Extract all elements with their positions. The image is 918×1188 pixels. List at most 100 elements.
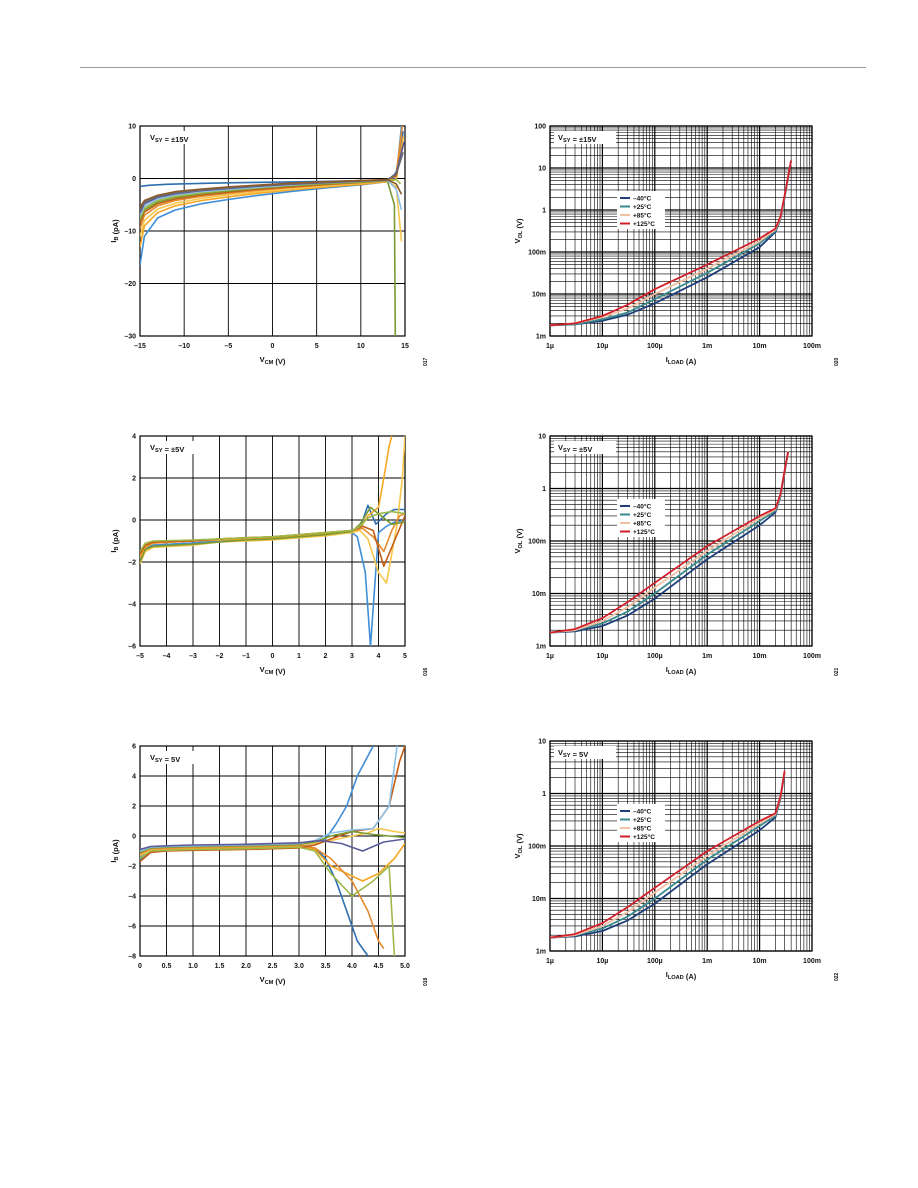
x-tick-label: 1m bbox=[702, 958, 712, 965]
x-tick-label: –5 bbox=[136, 653, 144, 660]
figure-code: 017 bbox=[423, 357, 429, 366]
series-line-+125°C bbox=[550, 451, 789, 634]
series-group bbox=[140, 126, 405, 336]
x-axis-label: ILOAD (A) bbox=[666, 665, 697, 676]
vsy-annotation: VSY = ±15V bbox=[558, 133, 597, 144]
y-tick-label: –10 bbox=[124, 229, 136, 236]
vsy-annotation: VSY = ±5V bbox=[558, 443, 592, 454]
y-tick-label: –30 bbox=[124, 334, 136, 341]
x-tick-label: 1.0 bbox=[188, 963, 198, 970]
y-tick-label: 6 bbox=[132, 744, 136, 751]
y-tick-label: –8 bbox=[128, 954, 136, 961]
x-axis-label: ILOAD (A) bbox=[666, 355, 697, 366]
vsy-annotation: VSY = ±5V bbox=[150, 443, 184, 454]
y-tick-label: 10 bbox=[538, 434, 546, 441]
y-axis-label: IB (pA) bbox=[109, 219, 120, 243]
y-tick-label: –4 bbox=[128, 602, 136, 609]
y-tick-label: 0 bbox=[132, 518, 136, 525]
y-tick-label: 1m bbox=[536, 644, 546, 651]
y-tick-label: 10 bbox=[538, 166, 546, 173]
x-tick-label: 5 bbox=[315, 343, 319, 350]
annotation-bg bbox=[554, 131, 616, 144]
series-line-7 bbox=[140, 179, 397, 336]
series-line-+85°C bbox=[550, 451, 789, 634]
series-line-+25°C bbox=[550, 451, 789, 634]
x-tick-label: 100m bbox=[803, 343, 821, 350]
annotation-bg bbox=[146, 441, 208, 454]
x-tick-label: 100m bbox=[803, 958, 821, 965]
x-tick-label: 10µ bbox=[596, 653, 608, 660]
vol-15v-chart: 1µ 10µ 100µ 1m 10m 100m 1m 10m 100m 1 10 100 ILOAD (… bbox=[513, 124, 840, 367]
x-tick-label: 1µ bbox=[546, 958, 554, 965]
annotation-bg bbox=[146, 131, 208, 144]
plot-frame bbox=[549, 740, 813, 952]
x-tick-label: 1 bbox=[297, 653, 301, 660]
x-tick-label: 10m bbox=[753, 653, 767, 660]
y-tick-label: 2 bbox=[132, 476, 136, 483]
legend-label: +25°C bbox=[633, 511, 652, 519]
vol-5v-single-panel: 1µ 10µ 100µ 1m 10m 100m 1m 10m 100m 1 10 ILOAD (A) V… bbox=[500, 725, 860, 995]
y-tick-label: –2 bbox=[128, 560, 136, 567]
series-line-8 bbox=[140, 846, 396, 956]
y-tick-label: 2 bbox=[132, 804, 136, 811]
x-tick-label: 1µ bbox=[546, 653, 554, 660]
x-tick-label: 1.5 bbox=[215, 963, 225, 970]
annotation-bg bbox=[554, 441, 616, 454]
x-tick-label: 100m bbox=[803, 653, 821, 660]
grid-lines bbox=[549, 435, 813, 647]
x-tick-label: 2.5 bbox=[268, 963, 278, 970]
x-tick-label: 100µ bbox=[647, 653, 663, 660]
header-rule bbox=[80, 67, 866, 68]
y-tick-label: 1m bbox=[536, 334, 546, 341]
plot-frame bbox=[139, 125, 406, 337]
x-tick-label: 1µ bbox=[546, 343, 554, 350]
ib-5v-single-chart: 0 0.5 1.0 1.5 2.0 2.5 3.0 3.5 4.0 4.5 5.0 –8 –6 –4 –2 0… bbox=[109, 744, 429, 987]
x-axis-label: VCM (V) bbox=[260, 665, 286, 676]
vsy-annotation: VSY = 5V bbox=[150, 753, 180, 764]
y-tick-label: 10 bbox=[538, 739, 546, 746]
y-tick-label: 1 bbox=[542, 208, 546, 215]
ib-5v-panel: –5 –4 –3 –2 –1 0 1 2 3 4 5 –6 –4 –2 0 2 4 VCM (V) IB (pA) V… bbox=[90, 420, 430, 690]
y-axis-label: VOL (V) bbox=[513, 528, 524, 553]
y-tick-label: 10 bbox=[128, 124, 136, 131]
y-axis-label: IB (pA) bbox=[109, 529, 120, 553]
x-tick-label: 2 bbox=[324, 653, 328, 660]
plot-frame bbox=[139, 435, 406, 647]
y-tick-label: 4 bbox=[132, 434, 136, 441]
vsy-annotation: VSY = ±15V bbox=[150, 133, 189, 144]
series-group bbox=[550, 770, 786, 939]
y-tick-label: 100m bbox=[528, 844, 546, 851]
y-tick-label: –20 bbox=[124, 281, 136, 288]
y-tick-label: –2 bbox=[128, 864, 136, 871]
figure-code: 018 bbox=[423, 977, 429, 986]
plot-frame bbox=[549, 435, 813, 647]
annotation-bg bbox=[554, 746, 616, 759]
y-tick-label: 1m bbox=[536, 949, 546, 956]
x-tick-label: 3.5 bbox=[321, 963, 331, 970]
x-tick-label: –1 bbox=[242, 653, 250, 660]
x-tick-label: 10µ bbox=[596, 343, 608, 350]
series-group bbox=[140, 436, 405, 646]
series-line-+125°C bbox=[550, 770, 786, 939]
x-tick-label: 10 bbox=[357, 343, 365, 350]
x-tick-label: –5 bbox=[224, 343, 232, 350]
series-line-–40°C bbox=[550, 772, 786, 939]
y-axis-label: IB (pA) bbox=[109, 839, 120, 863]
series-line-1 bbox=[140, 845, 369, 956]
ib-5v-chart: –5 –4 –3 –2 –1 0 1 2 3 4 5 –6 –4 –2 0 2 4 VCM (V) IB (pA) V… bbox=[109, 434, 429, 677]
x-tick-label: 3 bbox=[350, 653, 354, 660]
annotation-bg bbox=[146, 751, 208, 764]
ib-15v-chart: –15 –10 –5 0 5 10 15 –30 –20 –10 0 10 VCM (V) IB (pA)… bbox=[109, 124, 429, 367]
x-axis-label: VCM (V) bbox=[260, 355, 286, 366]
figure-code: 022 bbox=[834, 972, 840, 981]
grid-lines bbox=[139, 125, 406, 337]
legend-label: –40°C bbox=[633, 503, 651, 511]
figure-code: 020 bbox=[834, 357, 840, 366]
y-tick-label: –4 bbox=[128, 894, 136, 901]
y-tick-label: 10m bbox=[532, 591, 546, 598]
vol-5v-panel: 1µ 10µ 100µ 1m 10m 100m 1m 10m 100m 1 10 ILOAD (A) V… bbox=[500, 420, 860, 690]
legend-label: +85°C bbox=[633, 520, 652, 528]
legend-label: +85°C bbox=[633, 825, 652, 833]
series-line-–40°C bbox=[550, 451, 789, 634]
series-line-+125°C bbox=[550, 160, 792, 327]
